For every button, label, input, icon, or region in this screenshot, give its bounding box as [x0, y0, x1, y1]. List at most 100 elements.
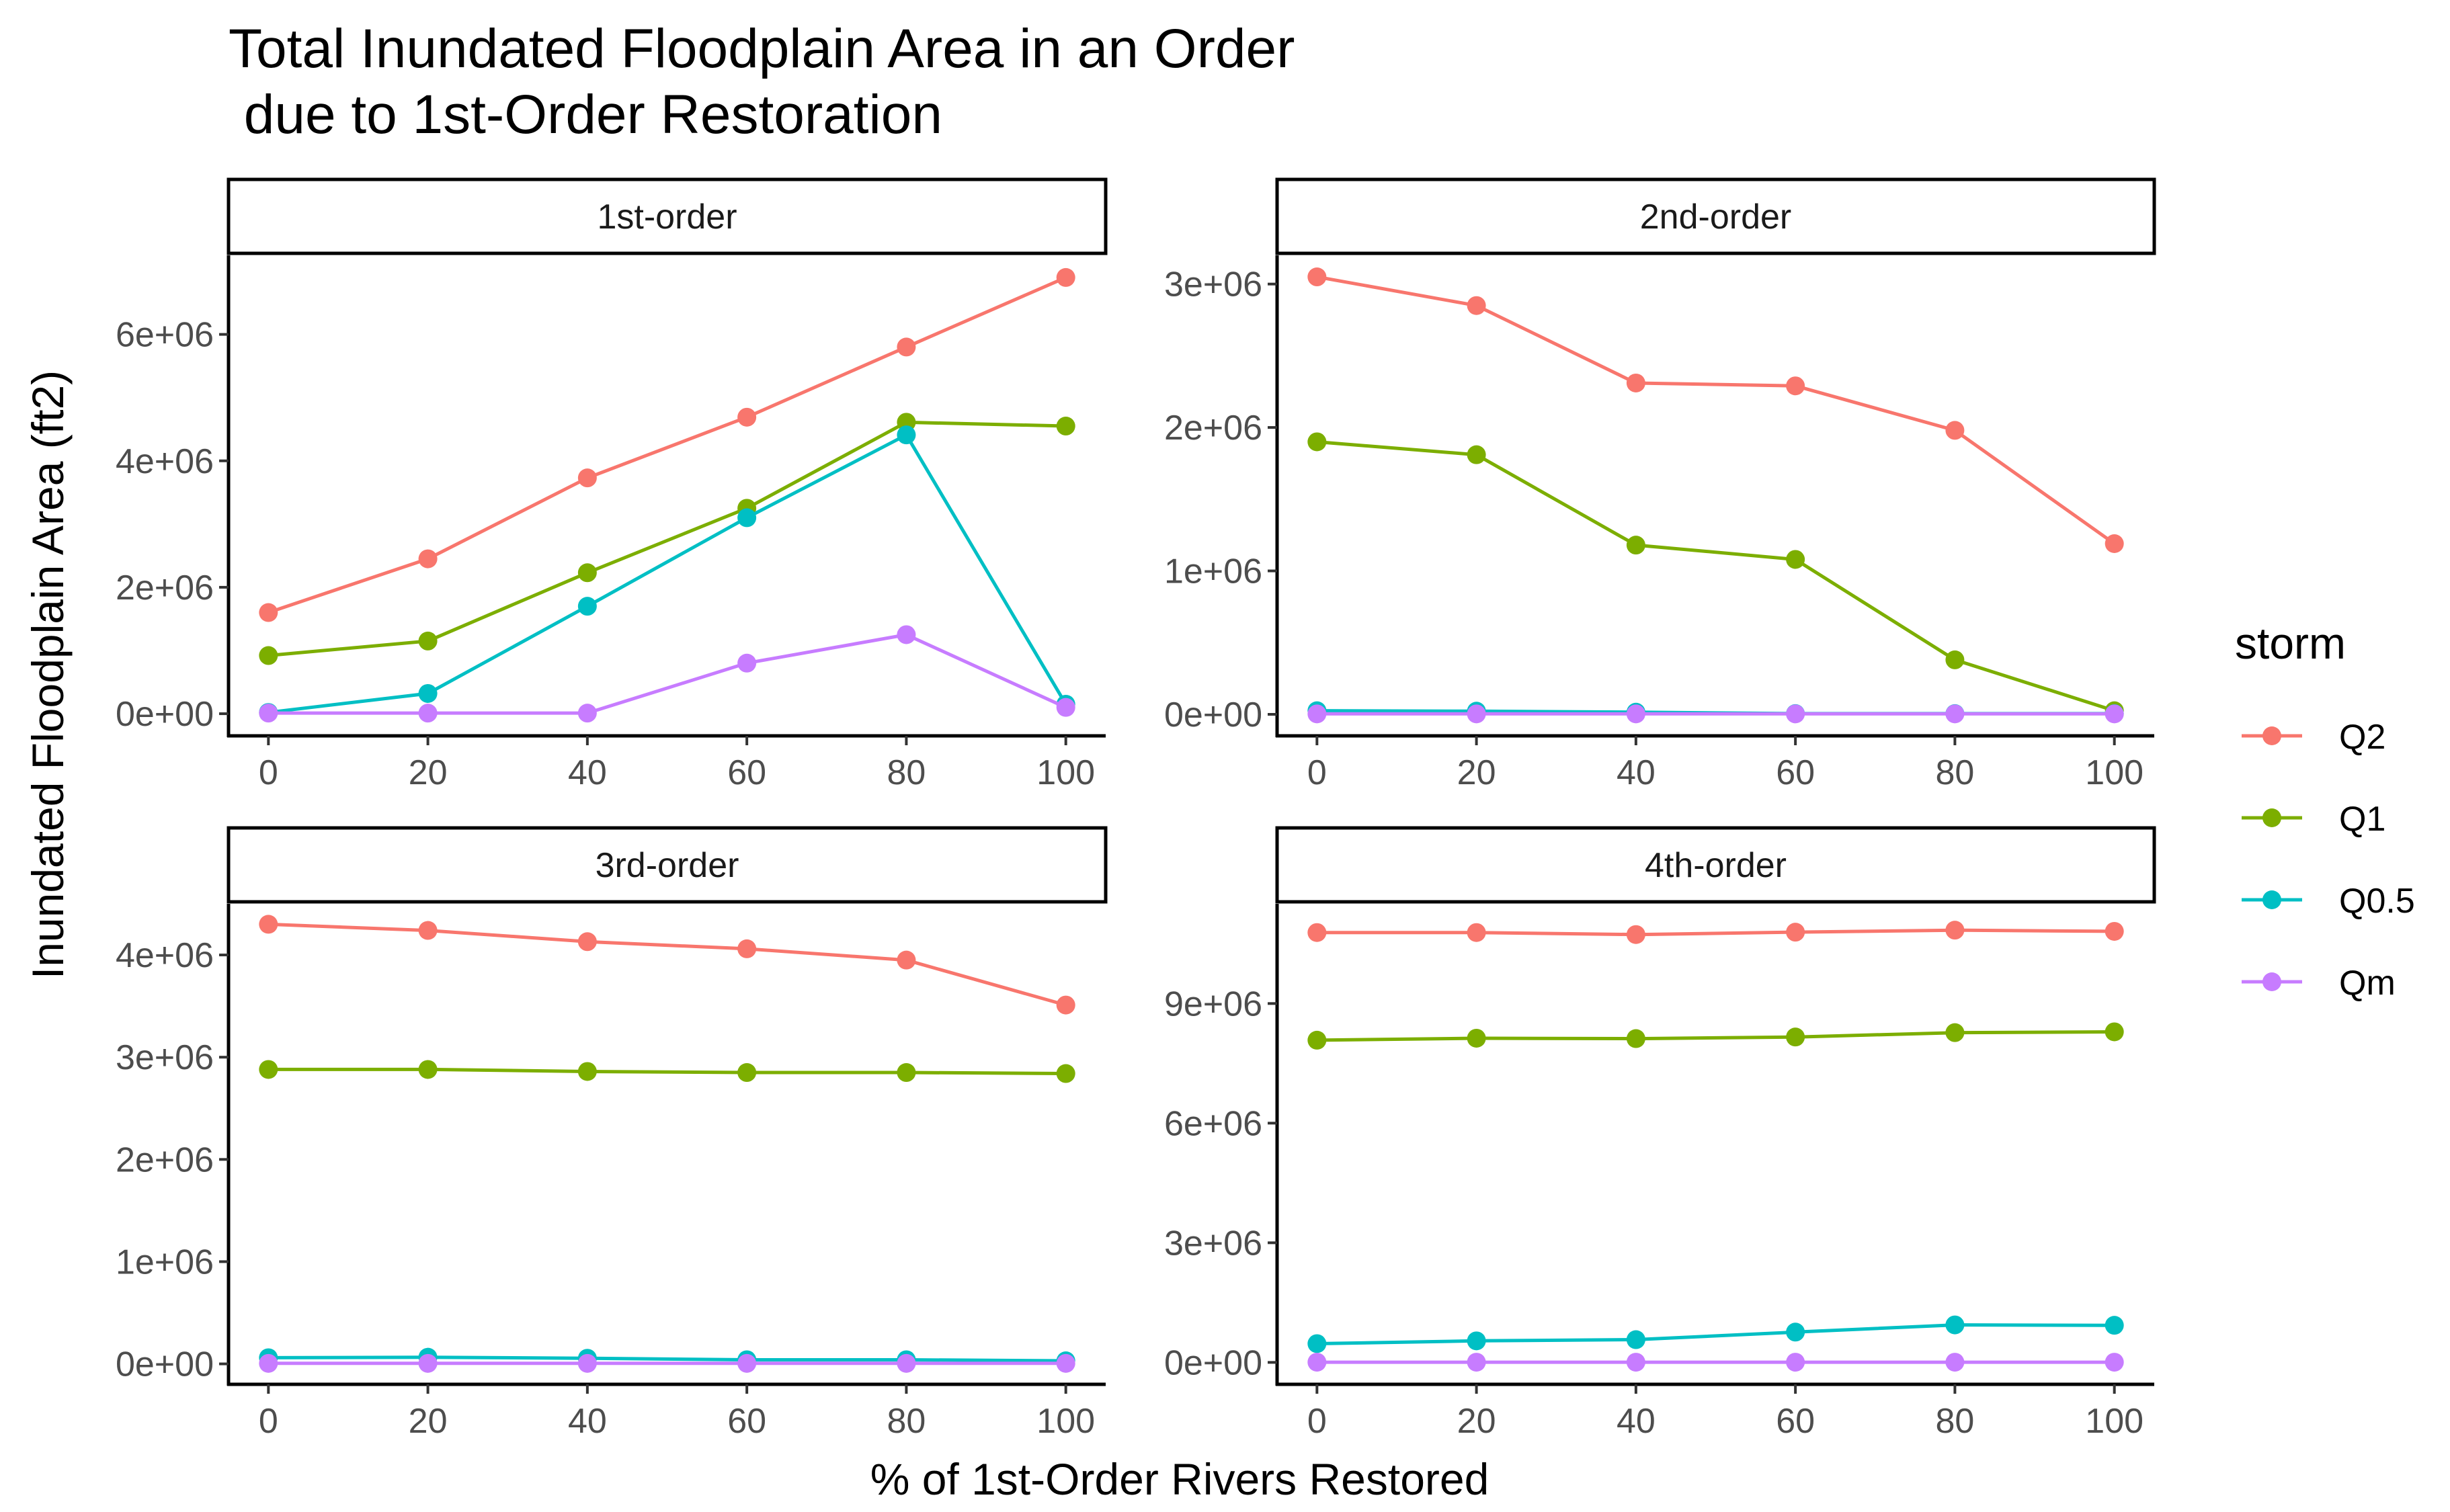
y-tick-label: 4e+06: [116, 442, 214, 481]
x-tick-label: 40: [1617, 1402, 1656, 1441]
data-point: [2105, 534, 2124, 553]
y-tick-label: 6e+06: [1164, 1104, 1262, 1143]
data-point: [2105, 1353, 2124, 1372]
x-tick-label: 80: [887, 1402, 926, 1441]
data-point: [577, 563, 597, 583]
x-tick-label: 20: [1457, 753, 1496, 792]
x-tick-label: 0: [259, 1402, 278, 1441]
data-point: [418, 921, 438, 940]
data-point: [1945, 421, 1965, 440]
data-point: [418, 1060, 438, 1079]
data-point: [577, 597, 597, 616]
data-point: [1945, 1023, 1965, 1042]
data-point: [577, 468, 597, 488]
legend-label: Qm: [2339, 964, 2396, 1003]
data-point: [418, 631, 438, 650]
legend-key-point: [2262, 726, 2281, 745]
x-tick-label: 40: [1617, 753, 1656, 792]
series-line-q1: [268, 1067, 1066, 1075]
facet-panel: 4th-order 0e+00 3e+06 6e+06 9e+06 0 20 40 60 80 10…: [1164, 826, 2156, 1441]
x-tick-label: 20: [1457, 1402, 1496, 1441]
data-point: [1945, 1315, 1965, 1335]
facet-strip-label: 2nd-order: [1640, 198, 1791, 237]
x-tick-label: 100: [2085, 1402, 2143, 1441]
data-point: [1056, 1064, 1075, 1083]
data-point: [1467, 296, 1486, 315]
y-tick-label: 2e+06: [116, 569, 214, 607]
data-point: [1307, 1334, 1327, 1353]
y-tick-label: 0e+00: [116, 695, 214, 734]
x-tick-label: 0: [259, 753, 278, 792]
data-point: [1626, 373, 1645, 392]
data-point: [1945, 1353, 1965, 1372]
series-line-q2: [268, 922, 1067, 1007]
x-tick-label: 100: [1036, 1402, 1095, 1441]
facet-panel: 3rd-order 0e+00 1e+06 2e+06 3e+06 4e+06 0 20 40 6…: [116, 826, 1108, 1441]
legend-item: Q2: [2242, 718, 2385, 757]
x-tick-label: 60: [727, 753, 766, 792]
data-point: [1467, 1331, 1486, 1351]
data-point: [418, 704, 438, 723]
data-point: [737, 508, 757, 528]
data-point: [1056, 698, 1075, 717]
y-tick-label: 4e+06: [116, 936, 214, 975]
data-point: [1307, 923, 1327, 942]
facet-panel: 1st-order 0e+00 2e+06 4e+06 6e+06 0 20 40 60 80 10…: [116, 177, 1108, 792]
legend-item: Q1: [2242, 800, 2385, 839]
chart-title-line: due to 1st-Order Restoration: [229, 84, 942, 145]
data-point: [737, 653, 757, 673]
facet-strip: [1275, 177, 2156, 255]
data-point: [1626, 1330, 1645, 1349]
data-point: [1467, 923, 1486, 942]
data-point: [1786, 1027, 1805, 1047]
x-tick-label: 60: [1776, 1402, 1815, 1441]
x-tick-label: 40: [568, 1402, 607, 1441]
x-tick-label: 20: [409, 753, 448, 792]
facet-strip: [1275, 826, 2156, 904]
data-point: [1786, 1322, 1805, 1342]
legend-label: Q0.5: [2339, 882, 2415, 921]
data-point: [1945, 650, 1965, 669]
x-tick-label: 80: [1935, 753, 1974, 792]
legend-key-point: [2262, 808, 2281, 827]
data-point: [259, 1353, 278, 1373]
x-tick-label: 40: [568, 753, 607, 792]
data-point: [1307, 1353, 1327, 1372]
data-point: [737, 407, 757, 427]
series-line-q1: [1317, 1030, 2115, 1042]
x-tick-label: 100: [1036, 753, 1095, 792]
y-tick-label: 0e+00: [1164, 696, 1262, 734]
facet-strip-label: 3rd-order: [596, 846, 739, 885]
facet-panels: 1st-order 0e+00 2e+06 4e+06 6e+06 0 20 40 60 80 10…: [116, 177, 2156, 1441]
legend-label: Q1: [2339, 800, 2385, 839]
data-point: [259, 603, 278, 622]
series-line-q2: [268, 276, 1067, 614]
data-point: [2105, 921, 2124, 941]
facet-panel: 2nd-order 0e+00 1e+06 2e+06 3e+06 0 20 40 60 80 10…: [1164, 177, 2156, 792]
data-point: [1467, 1353, 1486, 1372]
x-tick-label: 0: [1307, 1402, 1327, 1441]
data-point: [577, 1353, 597, 1373]
data-point: [1626, 1029, 1645, 1048]
legend: storm Q2 Q1 Q0.5 Qm: [2235, 618, 2415, 1003]
legend-item: Qm: [2242, 964, 2396, 1003]
data-point: [1056, 1353, 1075, 1373]
data-point: [418, 1353, 438, 1373]
y-tick-label: 3e+06: [1164, 265, 1262, 304]
chart-title: Total Inundated Floodplain Area in an Or…: [229, 18, 1295, 145]
data-point: [1467, 1028, 1486, 1048]
data-point: [737, 939, 757, 958]
data-point: [259, 646, 278, 665]
data-point: [1786, 1353, 1805, 1372]
x-tick-label: 60: [727, 1402, 766, 1441]
data-point: [1786, 550, 1805, 569]
data-point: [1467, 704, 1486, 724]
x-tick-label: 80: [1935, 1402, 1974, 1441]
data-point: [897, 425, 916, 445]
legend-item: Q0.5: [2242, 882, 2415, 921]
data-point: [577, 704, 597, 723]
data-point: [1945, 704, 1965, 724]
legend-key-point: [2262, 890, 2281, 909]
data-point: [737, 1353, 757, 1373]
